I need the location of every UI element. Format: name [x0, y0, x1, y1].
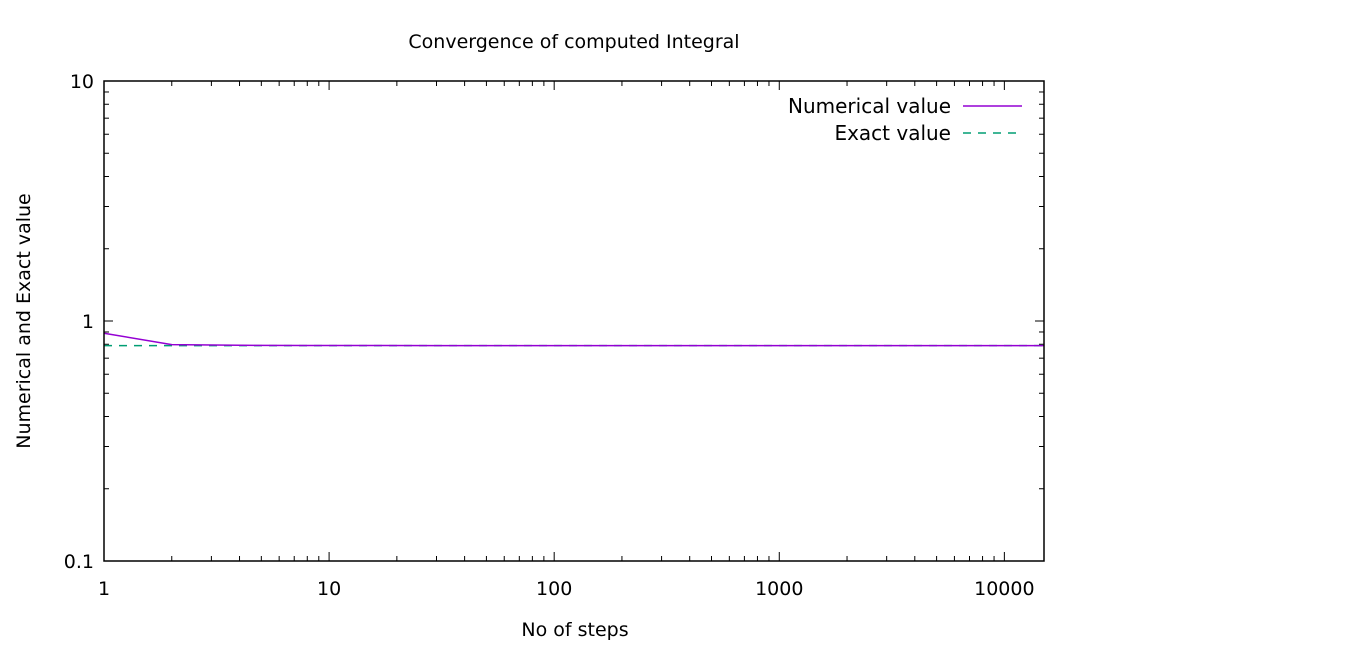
- chart-title: Convergence of computed Integral: [408, 31, 739, 53]
- y-tick-label: 10: [70, 71, 94, 93]
- x-tick-label: 10: [317, 578, 341, 600]
- y-tick-label: 0.1: [64, 551, 94, 573]
- y-axis-title: Numerical and Exact value: [13, 193, 35, 448]
- x-tick-label: 1: [98, 578, 110, 600]
- x-tick-label: 10000: [974, 578, 1034, 600]
- series-layer: [103, 332, 1044, 347]
- legend: Numerical value Exact value: [788, 94, 1022, 145]
- y-tick-label: 1: [82, 311, 94, 333]
- axis-ticks: [103, 80, 1044, 562]
- x-axis-title: No of steps: [521, 619, 628, 641]
- x-tick-label: 100: [536, 578, 572, 600]
- legend-label: Numerical value: [788, 94, 951, 118]
- legend-label: Exact value: [834, 121, 951, 145]
- x-tick-label: 1000: [755, 578, 803, 600]
- series-line: [103, 332, 1044, 347]
- plot-frame: [103, 80, 1045, 562]
